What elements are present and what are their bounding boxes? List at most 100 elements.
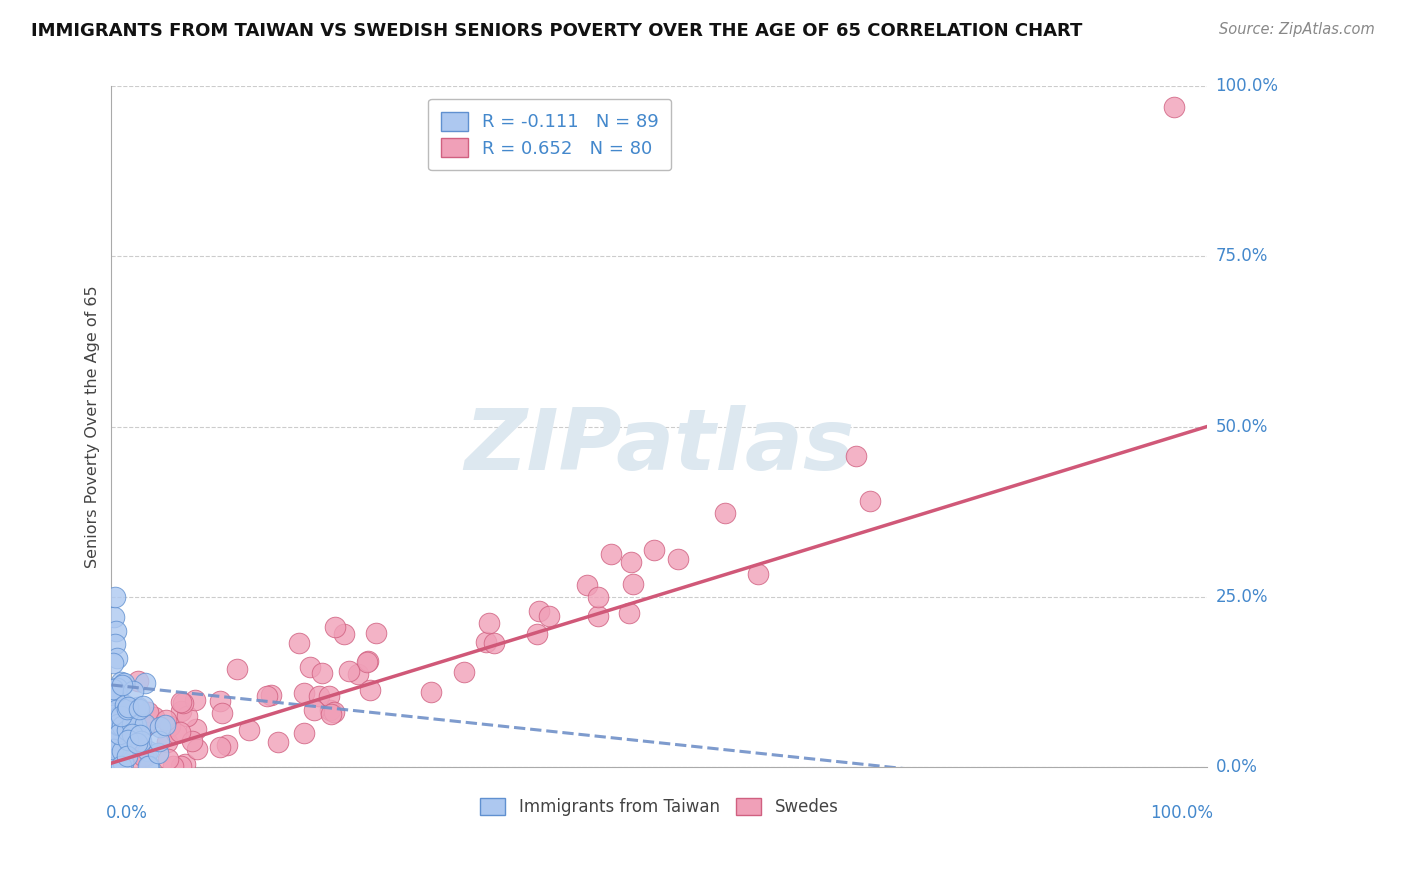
Point [110,674,132,689]
Point [172,696,194,710]
Text: 0.0%: 0.0% [1216,757,1257,775]
Point [107,710,129,724]
Text: 25.0%: 25.0% [1216,588,1268,606]
Text: IMMIGRANTS FROM TAIWAN VS SWEDISH SENIORS POVERTY OVER THE AGE OF 65 CORRELATION: IMMIGRANTS FROM TAIWAN VS SWEDISH SENIOR… [31,22,1083,40]
Point [128,727,150,741]
Point [104,686,127,700]
Point [101,681,124,696]
Point [527,604,550,618]
Point [132,748,155,763]
Point [105,732,128,747]
Point [135,749,157,764]
Point [155,713,177,727]
Point [110,708,132,723]
Point [104,713,127,727]
Point [101,708,124,723]
Point [600,547,623,561]
Point [105,681,128,695]
Point [107,726,129,740]
Point [238,723,260,737]
Point [747,566,769,581]
Point [104,637,127,651]
Point [169,759,191,773]
Point [105,728,128,742]
Point [104,699,127,714]
Point [186,741,208,756]
Point [131,739,153,754]
Point [125,718,148,732]
Point [127,700,149,714]
Point [125,736,148,750]
Point [176,709,198,723]
Point [103,759,125,773]
Text: 0.0%: 0.0% [105,804,148,822]
Point [292,686,315,700]
Point [211,706,233,721]
Point [101,741,124,756]
Point [333,627,356,641]
Point [108,694,131,708]
Point [101,759,124,773]
Point [108,711,131,725]
Point [478,615,501,630]
Point [121,684,143,698]
Point [321,706,343,721]
Point [586,590,609,604]
Point [184,693,207,707]
Point [156,735,179,749]
Point [576,577,599,591]
Point [121,721,143,735]
Point [159,719,181,733]
Point [173,757,195,772]
Point [101,756,124,770]
Text: 100.0%: 100.0% [1216,78,1278,95]
Point [132,699,155,714]
Point [302,703,325,717]
Point [136,705,159,719]
Point [111,759,134,773]
Point [125,735,148,749]
Point [105,740,128,755]
Point [111,756,134,771]
Point [256,689,278,703]
Point [124,701,146,715]
Point [103,722,125,736]
Text: Source: ZipAtlas.com: Source: ZipAtlas.com [1219,22,1375,37]
Point [103,740,125,755]
Point [121,724,143,739]
Point [475,634,498,648]
Point [420,685,443,699]
Point [112,711,135,725]
Point [859,494,882,508]
Point [482,636,505,650]
Point [226,662,249,676]
Point [112,675,135,690]
Point [134,719,156,733]
Point [157,752,180,766]
Point [208,739,231,754]
Point [114,706,136,721]
Point [104,738,127,752]
Point [111,719,134,733]
Point [105,723,128,738]
Point [346,667,368,681]
Y-axis label: Seniors Poverty Over the Age of 65: Seniors Poverty Over the Age of 65 [86,285,100,568]
Text: 50.0%: 50.0% [1216,417,1268,435]
Point [117,700,139,714]
Point [586,608,609,623]
Point [121,711,143,725]
Point [136,744,159,758]
Point [107,723,129,738]
Point [108,739,131,753]
Point [620,555,643,569]
Point [107,718,129,732]
Point [110,759,132,773]
Point [537,609,560,624]
Point [128,702,150,716]
Point [121,717,143,731]
Point [107,759,129,773]
Point [105,703,128,717]
Text: ZIPatlas: ZIPatlas [464,405,855,489]
Text: 100.0%: 100.0% [1150,804,1212,822]
Point [356,655,378,669]
